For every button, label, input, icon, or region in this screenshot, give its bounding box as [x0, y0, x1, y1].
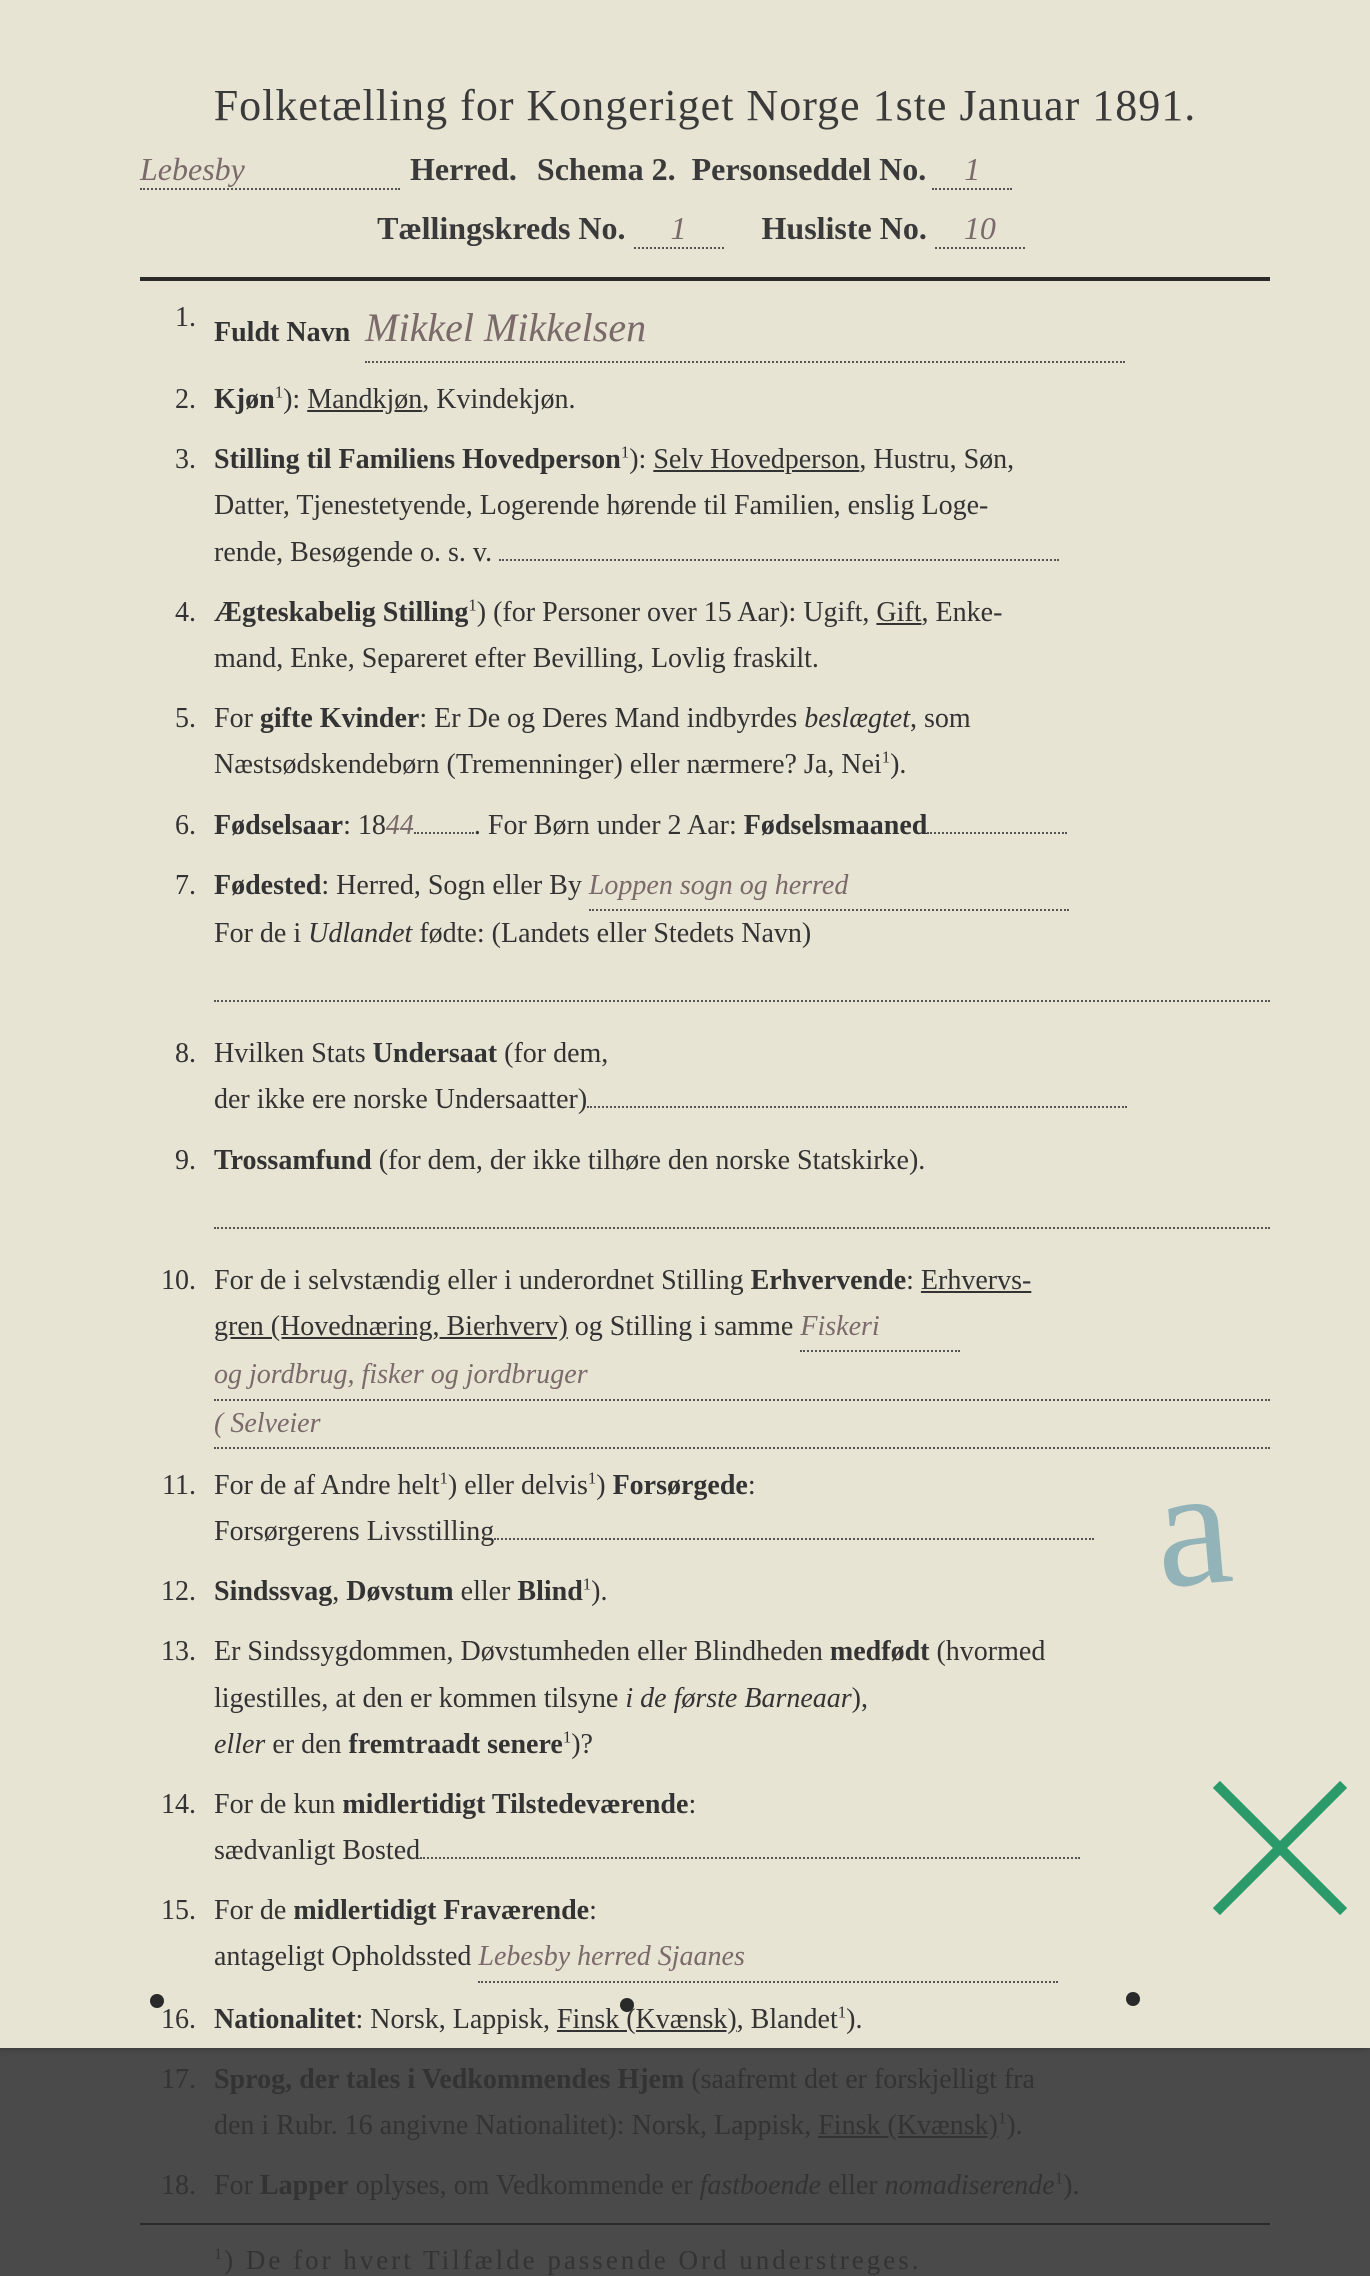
header-row-2: Tællingskreds No. 1 Husliste No. 10 — [140, 210, 1270, 249]
q2-label: Kjøn — [214, 384, 275, 415]
q17-selected: Finsk (Kvænsk) — [818, 2110, 998, 2141]
q12-num: 12. — [140, 1569, 214, 1615]
divider-thick — [140, 277, 1270, 281]
q2-selected: Mandkjøn — [307, 384, 422, 415]
kreds-label: Tællingskreds No. — [377, 210, 625, 247]
q5: 5. For gifte Kvinder: Er De og Deres Man… — [140, 696, 1270, 788]
q16-label: Nationalitet — [214, 2004, 356, 2035]
husliste-hand: 10 — [964, 210, 996, 246]
q3-line2: Datter, Tjenestetyende, Logerende hørend… — [214, 490, 988, 521]
personseddel-hand: 1 — [964, 151, 980, 187]
q7-num: 7. — [140, 863, 214, 909]
q6: 6. Fødselsaar: 1844. For Børn under 2 Aa… — [140, 803, 1270, 849]
q5-num: 5. — [140, 696, 214, 742]
q9: 9. Trossamfund (for dem, der ikke tilhør… — [140, 1138, 1270, 1184]
q7-label: Fødested — [214, 870, 321, 901]
q18: 18. For Lapper oplyses, om Vedkommende e… — [140, 2163, 1270, 2209]
kreds-hand: 1 — [671, 210, 687, 246]
footnote: 1) De for hvert Tilfælde passende Ord un… — [140, 2245, 1270, 2276]
personseddel-label: Personseddel No. — [692, 151, 927, 188]
q8-num: 8. — [140, 1031, 214, 1077]
q3-line3: rende, Besøgende o. s. v. — [214, 537, 492, 568]
q7: 7. Fødested: Herred, Sogn eller By Loppe… — [140, 863, 1270, 957]
q15: 15. For de midlertidigt Fraværende: anta… — [140, 1888, 1270, 1982]
ink-spot — [620, 1998, 634, 2012]
q6-label: Fødselsaar — [214, 810, 343, 841]
q9-num: 9. — [140, 1138, 214, 1184]
husliste-label: Husliste No. — [762, 210, 927, 247]
ink-spot — [150, 1994, 164, 2008]
q3: 3. Stilling til Familiens Hovedperson1):… — [140, 437, 1270, 576]
page-title: Folketælling for Kongeriget Norge 1ste J… — [140, 80, 1270, 131]
q11: 11. For de af Andre helt1) eller delvis1… — [140, 1463, 1270, 1555]
q1-hand: Mikkel Mikkelsen — [365, 305, 646, 350]
q1-num: 1. — [140, 295, 214, 341]
herred-label: Herred. — [410, 151, 517, 188]
q3-selected: Selv Hovedperson — [653, 444, 859, 475]
q10-hand2: og jordbrug, fisker og jordbruger — [214, 1359, 588, 1390]
q14-line2: sædvanligt Bosted — [214, 1835, 420, 1866]
q8-line2: der ikke ere norske Undersaatter) — [214, 1084, 587, 1115]
q18-num: 18. — [140, 2163, 214, 2209]
q16: 16. Nationalitet: Norsk, Lappisk, Finsk … — [140, 1997, 1270, 2043]
q6-year-hand: 44 — [386, 810, 414, 841]
q15-num: 15. — [140, 1888, 214, 1934]
q14: 14. For de kun midlertidigt Tilstedevære… — [140, 1782, 1270, 1874]
q13: 13. Er Sindssygdommen, Døvstumheden elle… — [140, 1629, 1270, 1768]
q7-hand: Loppen sogn og herred — [589, 870, 849, 901]
q2: 2. Kjøn1): Mandkjøn, Kvindekjøn. — [140, 377, 1270, 423]
q10-hand1: Fiskeri — [800, 1311, 879, 1342]
header-row-1: Lebesby Herred. Schema 2. Personseddel N… — [140, 151, 1270, 190]
q6-num: 6. — [140, 803, 214, 849]
q17-label: Sprog, der tales i Vedkommendes Hjem — [214, 2064, 684, 2095]
schema-label: Schema 2. — [537, 151, 676, 188]
q15-line2: antageligt Opholdssted — [214, 1941, 471, 1972]
q2-rest: , Kvindekjøn. — [422, 384, 575, 415]
q8: 8. Hvilken Stats Undersaat (for dem, der… — [140, 1031, 1270, 1123]
ink-spot — [1126, 1992, 1140, 2006]
q14-num: 14. — [140, 1782, 214, 1828]
q4: 4. Ægteskabelig Stilling1) (for Personer… — [140, 590, 1270, 682]
q4-num: 4. — [140, 590, 214, 636]
q1-label: Fuldt Navn — [214, 317, 350, 348]
q17: 17. Sprog, der tales i Vedkommendes Hjem… — [140, 2057, 1270, 2149]
q10-hand3: ( Selveier — [214, 1408, 321, 1439]
q9-label: Trossamfund — [214, 1145, 372, 1176]
q3-num: 3. — [140, 437, 214, 483]
q2-num: 2. — [140, 377, 214, 423]
q10-num: 10. — [140, 1258, 214, 1304]
q17-num: 17. — [140, 2057, 214, 2103]
q4-selected: Gift — [876, 597, 921, 628]
q5-line2: Næstsødskendebørn (Tremenninger) eller n… — [214, 749, 882, 780]
divider-thin — [140, 2223, 1270, 2225]
census-form-page: Folketælling for Kongeriget Norge 1ste J… — [0, 0, 1370, 2048]
q11-line2: Forsørgerens Livsstilling — [214, 1516, 494, 1547]
q16-selected: Finsk (Kvænsk) — [557, 2004, 737, 2035]
q12: 12. Sindssvag, Døvstum eller Blind1). — [140, 1569, 1270, 1615]
q13-num: 13. — [140, 1629, 214, 1675]
q4-label: Ægteskabelig Stilling — [214, 597, 468, 628]
q3-label: Stilling til Familiens Hovedperson — [214, 444, 621, 475]
q1: 1. Fuldt Navn Mikkel Mikkelsen — [140, 295, 1270, 363]
q10: 10. For de i selvstændig eller i underor… — [140, 1258, 1270, 1449]
herred-handwriting: Lebesby — [140, 151, 245, 187]
q11-num: 11. — [140, 1463, 214, 1509]
q15-hand: Lebesby herred Sjaanes — [478, 1941, 744, 1972]
q4-line2: mand, Enke, Separeret efter Bevilling, L… — [214, 643, 819, 674]
